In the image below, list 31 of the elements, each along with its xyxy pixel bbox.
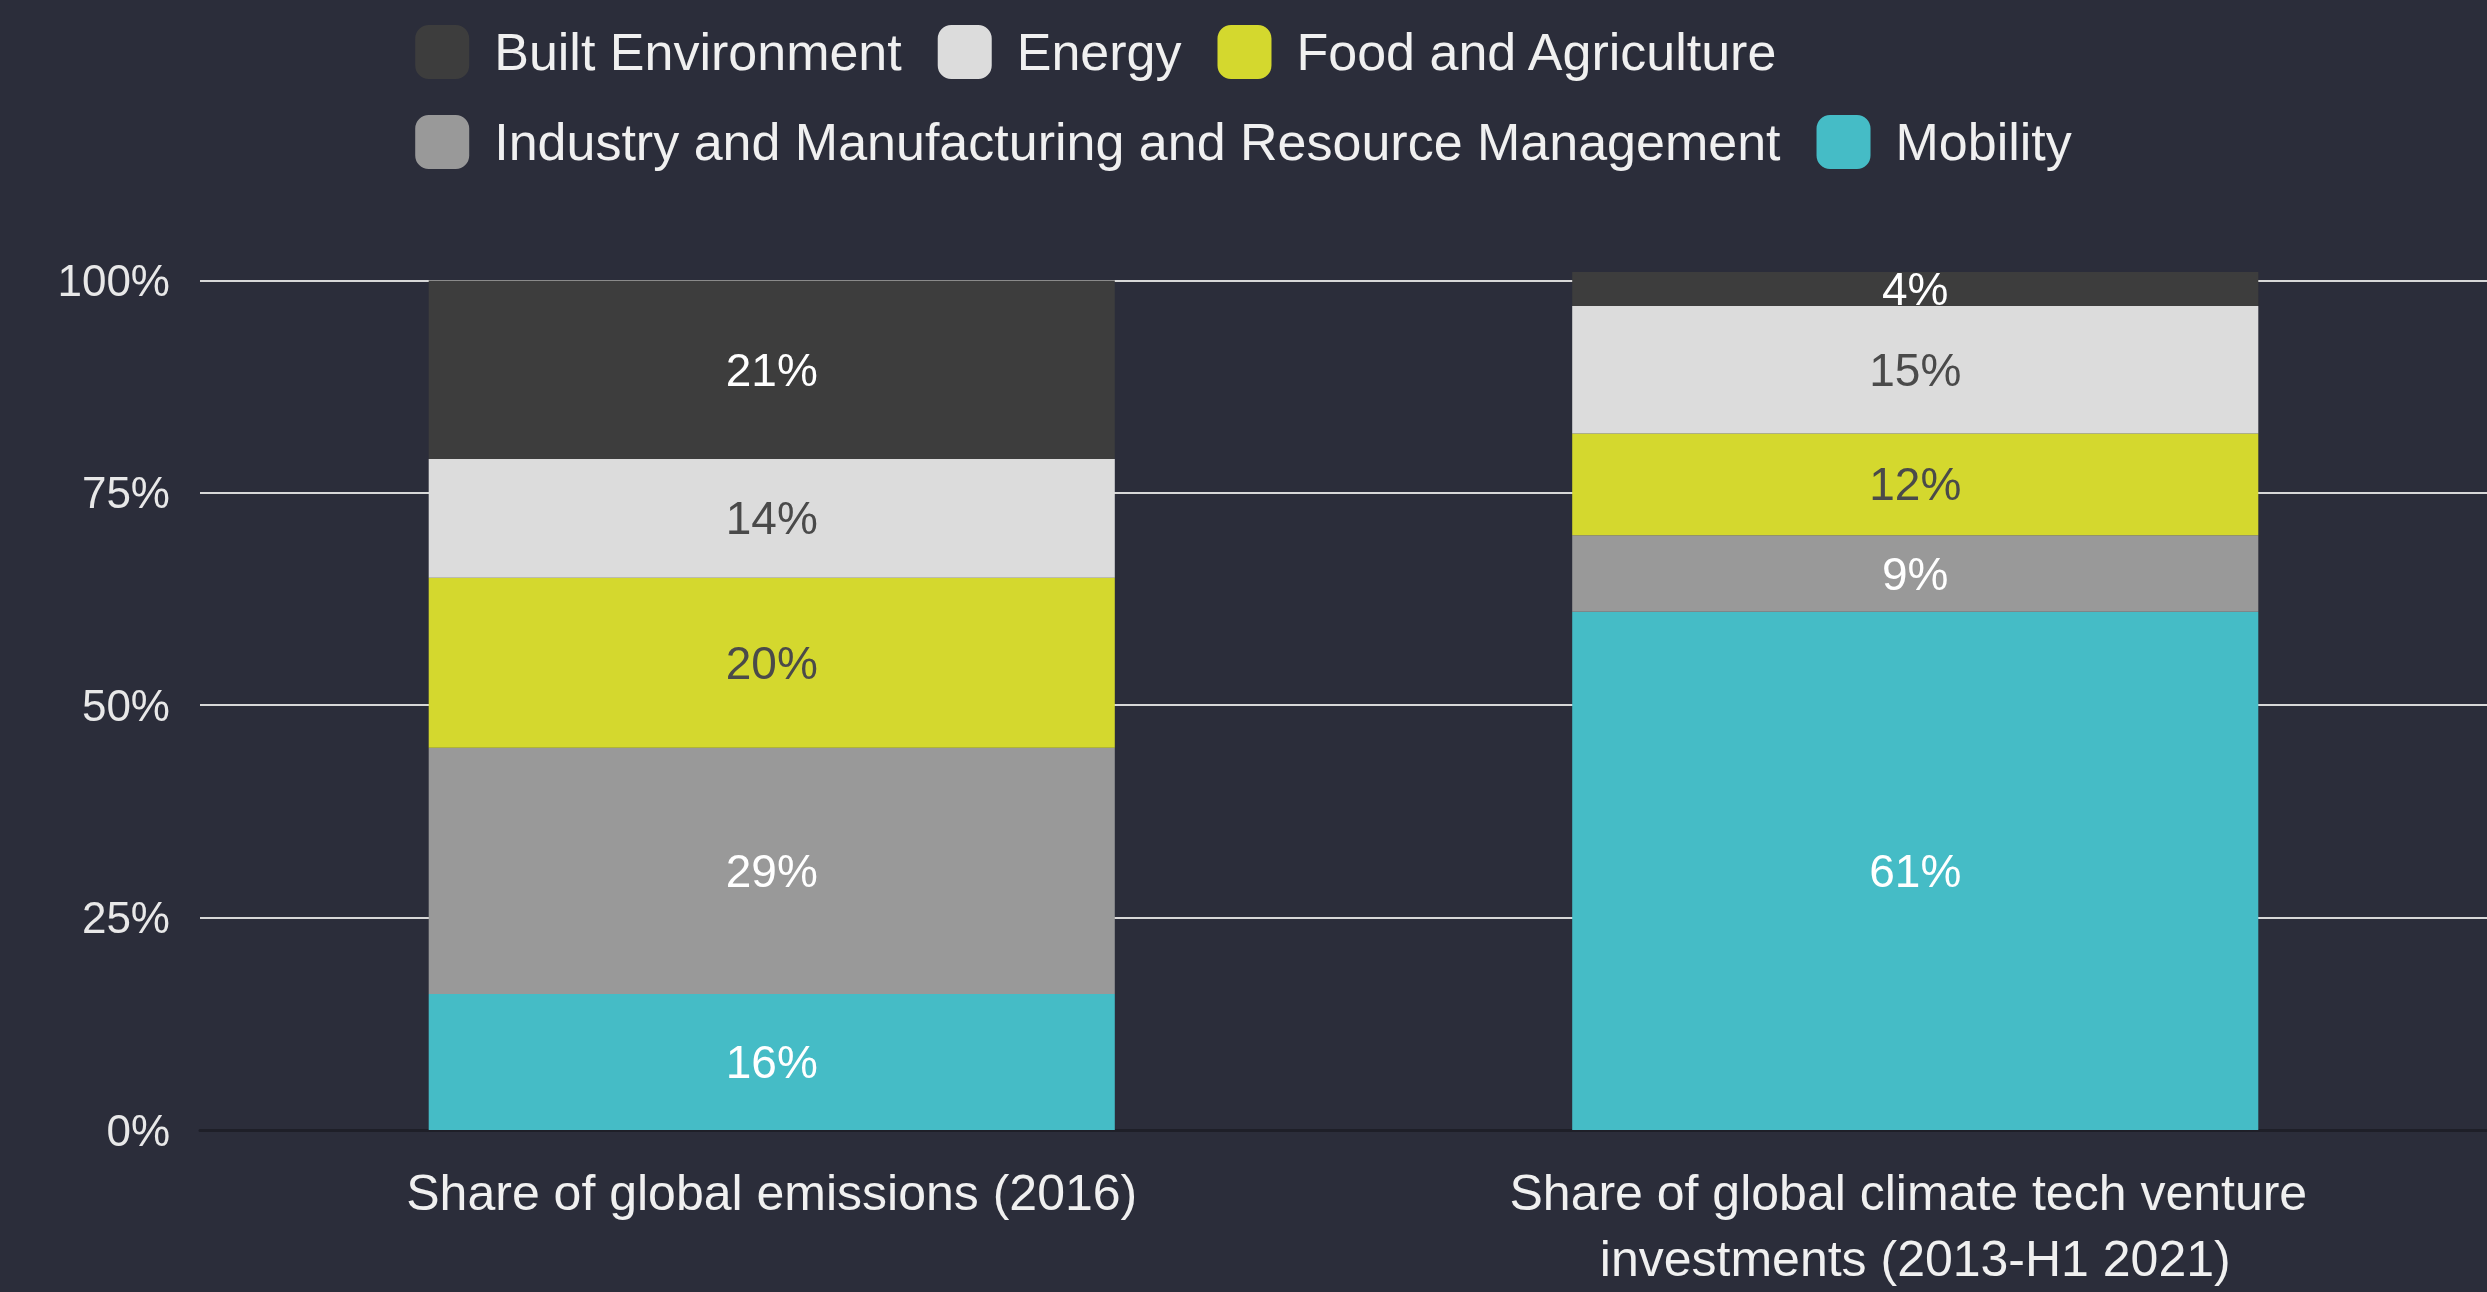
y-tick-label: 75% (81, 468, 170, 518)
data-label: 4% (1882, 262, 1949, 315)
bar (1572, 305, 2259, 434)
data-label: 16% (725, 1036, 818, 1089)
legend-label: Built Environment (494, 23, 903, 81)
y-tick-label: 100% (57, 255, 170, 305)
y-tick-label: 0% (106, 1105, 170, 1155)
bar (1572, 535, 2259, 612)
legend-label: Energy (1016, 23, 1182, 81)
data-label: 9% (1882, 547, 1949, 600)
data-label: 21% (725, 343, 818, 396)
x-tick-label: Share of global climate tech venture investments (2013-H1 2021) (1509, 1165, 2322, 1287)
y-tick-label: 25% (81, 893, 170, 943)
data-label: 15% (1869, 343, 1962, 396)
bar (1572, 611, 2259, 1130)
bar (428, 747, 1115, 995)
bar (428, 280, 1115, 459)
legend-label: Industry and Manufacturing and Resource Management (494, 113, 1782, 171)
data-label: 12% (1869, 458, 1962, 511)
bar (428, 577, 1115, 748)
legend-label: Mobility (1895, 113, 2072, 171)
data-label: 61% (1869, 844, 1962, 897)
data-label: 20% (725, 636, 818, 689)
legend-label: Food and Agriculture (1296, 23, 1777, 81)
data-label: 29% (725, 844, 818, 897)
bar (1572, 433, 2259, 536)
bar (1572, 272, 2259, 306)
data-label: 14% (725, 492, 818, 545)
bar (428, 994, 1115, 1130)
y-tick-label: 50% (81, 680, 170, 730)
x-tick-label: Share of global emissions (2016) (406, 1165, 1138, 1221)
